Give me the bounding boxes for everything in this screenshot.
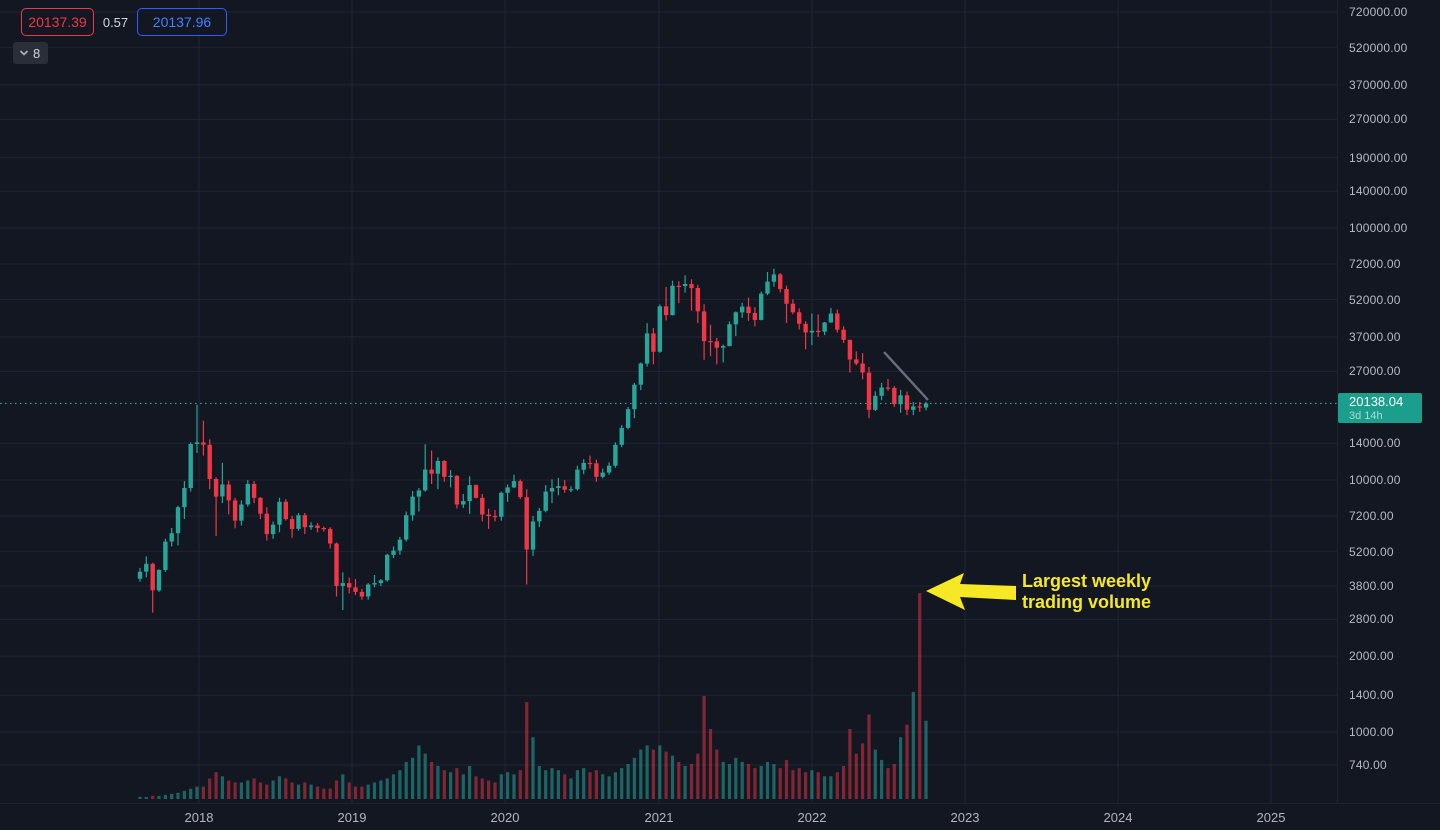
price-tick-label: 10000.00 xyxy=(1349,473,1401,488)
price-tick-label: 100000.00 xyxy=(1349,221,1408,236)
time-tick-label: 2022 xyxy=(797,810,827,825)
price-tick-label: 52000.00 xyxy=(1349,292,1401,307)
time-tick-label: 2018 xyxy=(184,810,214,825)
time-tick-label: 2024 xyxy=(1103,810,1133,825)
price-tick-label: 2000.00 xyxy=(1349,649,1394,664)
chart-canvas[interactable] xyxy=(0,0,1337,803)
price-tick-label: 1000.00 xyxy=(1349,725,1394,740)
price-chart[interactable] xyxy=(0,0,1337,803)
price-tick-label: 27000.00 xyxy=(1349,364,1401,379)
time-axis[interactable]: 2018 2019 2020 2021 2022 2023 2024 2025 xyxy=(0,803,1440,830)
price-tick-label: 140000.00 xyxy=(1349,184,1408,199)
price-tick-label: 2800.00 xyxy=(1349,612,1394,627)
buy-price-button[interactable]: 20137.96 xyxy=(137,8,227,36)
time-tick-label: 2020 xyxy=(490,810,520,825)
time-tick-label: 2025 xyxy=(1256,810,1286,825)
price-tick-label: 7200.00 xyxy=(1349,508,1394,523)
price-tick-label: 5200.00 xyxy=(1349,544,1394,559)
annotation-text[interactable]: Largest weekly trading volume xyxy=(1022,571,1152,612)
price-tick-label: 740.00 xyxy=(1349,758,1387,772)
gridlines xyxy=(0,0,1337,803)
price-tick-label: 14000.00 xyxy=(1349,436,1401,451)
candlestick-series[interactable] xyxy=(137,268,929,613)
current-price-label: 20138.04 3d 14h xyxy=(1338,392,1422,423)
volume-series[interactable] xyxy=(138,593,928,800)
price-tick-label: 520000.00 xyxy=(1349,40,1408,55)
time-tick-label: 2023 xyxy=(950,810,980,825)
price-tick-label: 720000.00 xyxy=(1349,4,1408,19)
current-price-value: 20138.04 xyxy=(1349,393,1404,409)
price-tick-label: 1400.00 xyxy=(1349,688,1394,703)
price-tick-label: 270000.00 xyxy=(1349,112,1408,127)
price-tick-label: 72000.00 xyxy=(1349,256,1401,271)
time-tick-label: 2021 xyxy=(644,810,674,825)
price-tick-label: 3800.00 xyxy=(1349,578,1394,593)
price-tick-label: 37000.00 xyxy=(1349,329,1401,344)
interval-dropdown[interactable]: 8 xyxy=(13,42,49,64)
price-axis[interactable]: 20138.04 3d 14h 720000.00 520000.00 370000… xyxy=(1337,0,1440,803)
price-tick-label: 190000.00 xyxy=(1349,150,1408,165)
trendline-drawing[interactable] xyxy=(883,351,929,401)
price-tick-label: 370000.00 xyxy=(1349,77,1408,92)
interval-value: 8 xyxy=(33,45,41,61)
sell-price-button[interactable]: 20137.39 xyxy=(21,8,94,36)
countdown-timer: 3d 14h xyxy=(1349,409,1383,422)
time-tick-label: 2019 xyxy=(337,810,367,825)
spread-value: 0.57 xyxy=(102,14,129,30)
chevron-down-icon xyxy=(19,50,29,56)
annotation-arrow[interactable] xyxy=(926,573,1016,610)
